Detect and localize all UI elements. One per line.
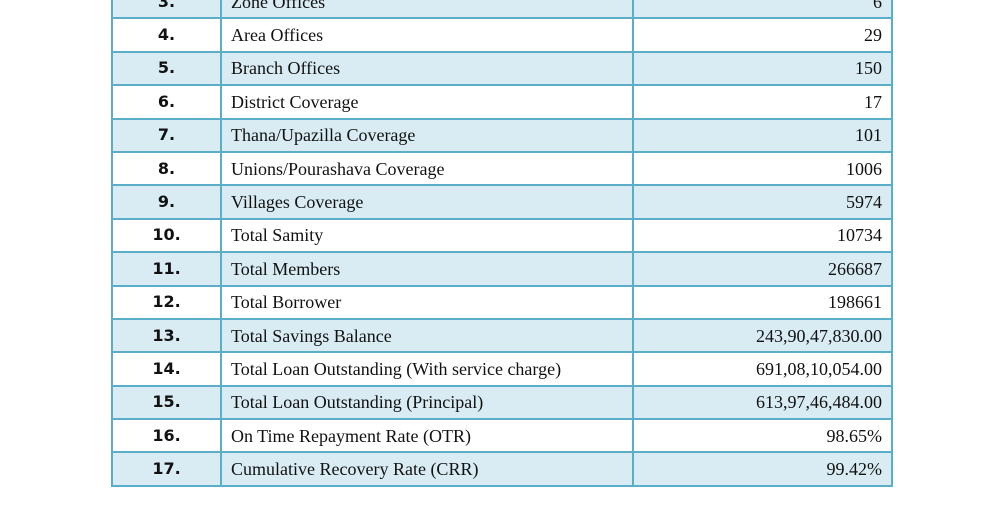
row-value: 613,97,46,484.00 <box>632 384 893 421</box>
row-value: 198661 <box>632 284 893 320</box>
table-row: 4. Area Offices 29 <box>111 17 893 53</box>
row-label: Total Loan Outstanding (Principal) <box>220 384 634 421</box>
row-label: Total Samity <box>220 217 634 254</box>
table-row: 8. Unions/Pourashava Coverage 1006 <box>111 150 893 187</box>
statistics-table-body: 3. Zone Offices 6 4. Area Offices 29 5. … <box>111 0 893 487</box>
row-value: 1006 <box>632 150 893 187</box>
statistics-table: 3. Zone Offices 6 4. Area Offices 29 5. … <box>111 0 893 487</box>
row-number: 9. <box>111 184 222 220</box>
row-number: 3. <box>111 0 222 20</box>
table-row: 14. Total Loan Outstanding (With service… <box>111 351 893 387</box>
row-value: 29 <box>632 17 893 53</box>
row-value: 5974 <box>632 184 893 220</box>
row-number: 14. <box>111 351 222 387</box>
row-label: Total Loan Outstanding (With service cha… <box>220 351 634 387</box>
row-label: Branch Offices <box>220 50 634 87</box>
row-number: 4. <box>111 17 222 53</box>
row-label: Villages Coverage <box>220 184 634 220</box>
row-number: 17. <box>111 451 222 487</box>
table-row: 17. Cumulative Recovery Rate (CRR) 99.42… <box>111 451 893 487</box>
row-label: Thana/Upazilla Coverage <box>220 117 634 153</box>
row-number: 11. <box>111 251 222 287</box>
row-value: 266687 <box>632 251 893 287</box>
table-row: 7. Thana/Upazilla Coverage 101 <box>111 117 893 153</box>
row-label: Total Members <box>220 251 634 287</box>
row-label: On Time Repayment Rate (OTR) <box>220 418 634 454</box>
row-label: District Coverage <box>220 84 634 120</box>
row-value: 10734 <box>632 217 893 254</box>
table-row: 3. Zone Offices 6 <box>111 0 893 20</box>
row-number: 6. <box>111 84 222 120</box>
table-row: 13. Total Savings Balance 243,90,47,830.… <box>111 317 893 354</box>
row-value: 691,08,10,054.00 <box>632 351 893 387</box>
row-value: 150 <box>632 50 893 87</box>
table-row: 9. Villages Coverage 5974 <box>111 184 893 220</box>
row-number: 8. <box>111 150 222 187</box>
table-row: 10. Total Samity 10734 <box>111 217 893 254</box>
row-label: Total Savings Balance <box>220 317 634 354</box>
row-value: 98.65% <box>632 418 893 454</box>
table-row: 11. Total Members 266687 <box>111 251 893 287</box>
row-label: Zone Offices <box>220 0 634 20</box>
row-number: 16. <box>111 418 222 454</box>
statistics-table-container: 3. Zone Offices 6 4. Area Offices 29 5. … <box>111 0 893 487</box>
row-label: Unions/Pourashava Coverage <box>220 150 634 187</box>
table-row: 5. Branch Offices 150 <box>111 50 893 87</box>
row-value: 99.42% <box>632 451 893 487</box>
row-label: Total Borrower <box>220 284 634 320</box>
row-value: 17 <box>632 84 893 120</box>
row-number: 7. <box>111 117 222 153</box>
table-row: 12. Total Borrower 198661 <box>111 284 893 320</box>
row-label: Cumulative Recovery Rate (CRR) <box>220 451 634 487</box>
table-row: 16. On Time Repayment Rate (OTR) 98.65% <box>111 418 893 454</box>
row-value: 101 <box>632 117 893 153</box>
row-number: 5. <box>111 50 222 87</box>
row-number: 13. <box>111 317 222 354</box>
table-row: 15. Total Loan Outstanding (Principal) 6… <box>111 384 893 421</box>
row-value: 243,90,47,830.00 <box>632 317 893 354</box>
row-number: 15. <box>111 384 222 421</box>
table-row: 6. District Coverage 17 <box>111 84 893 120</box>
row-value: 6 <box>632 0 893 20</box>
row-label: Area Offices <box>220 17 634 53</box>
row-number: 12. <box>111 284 222 320</box>
row-number: 10. <box>111 217 222 254</box>
